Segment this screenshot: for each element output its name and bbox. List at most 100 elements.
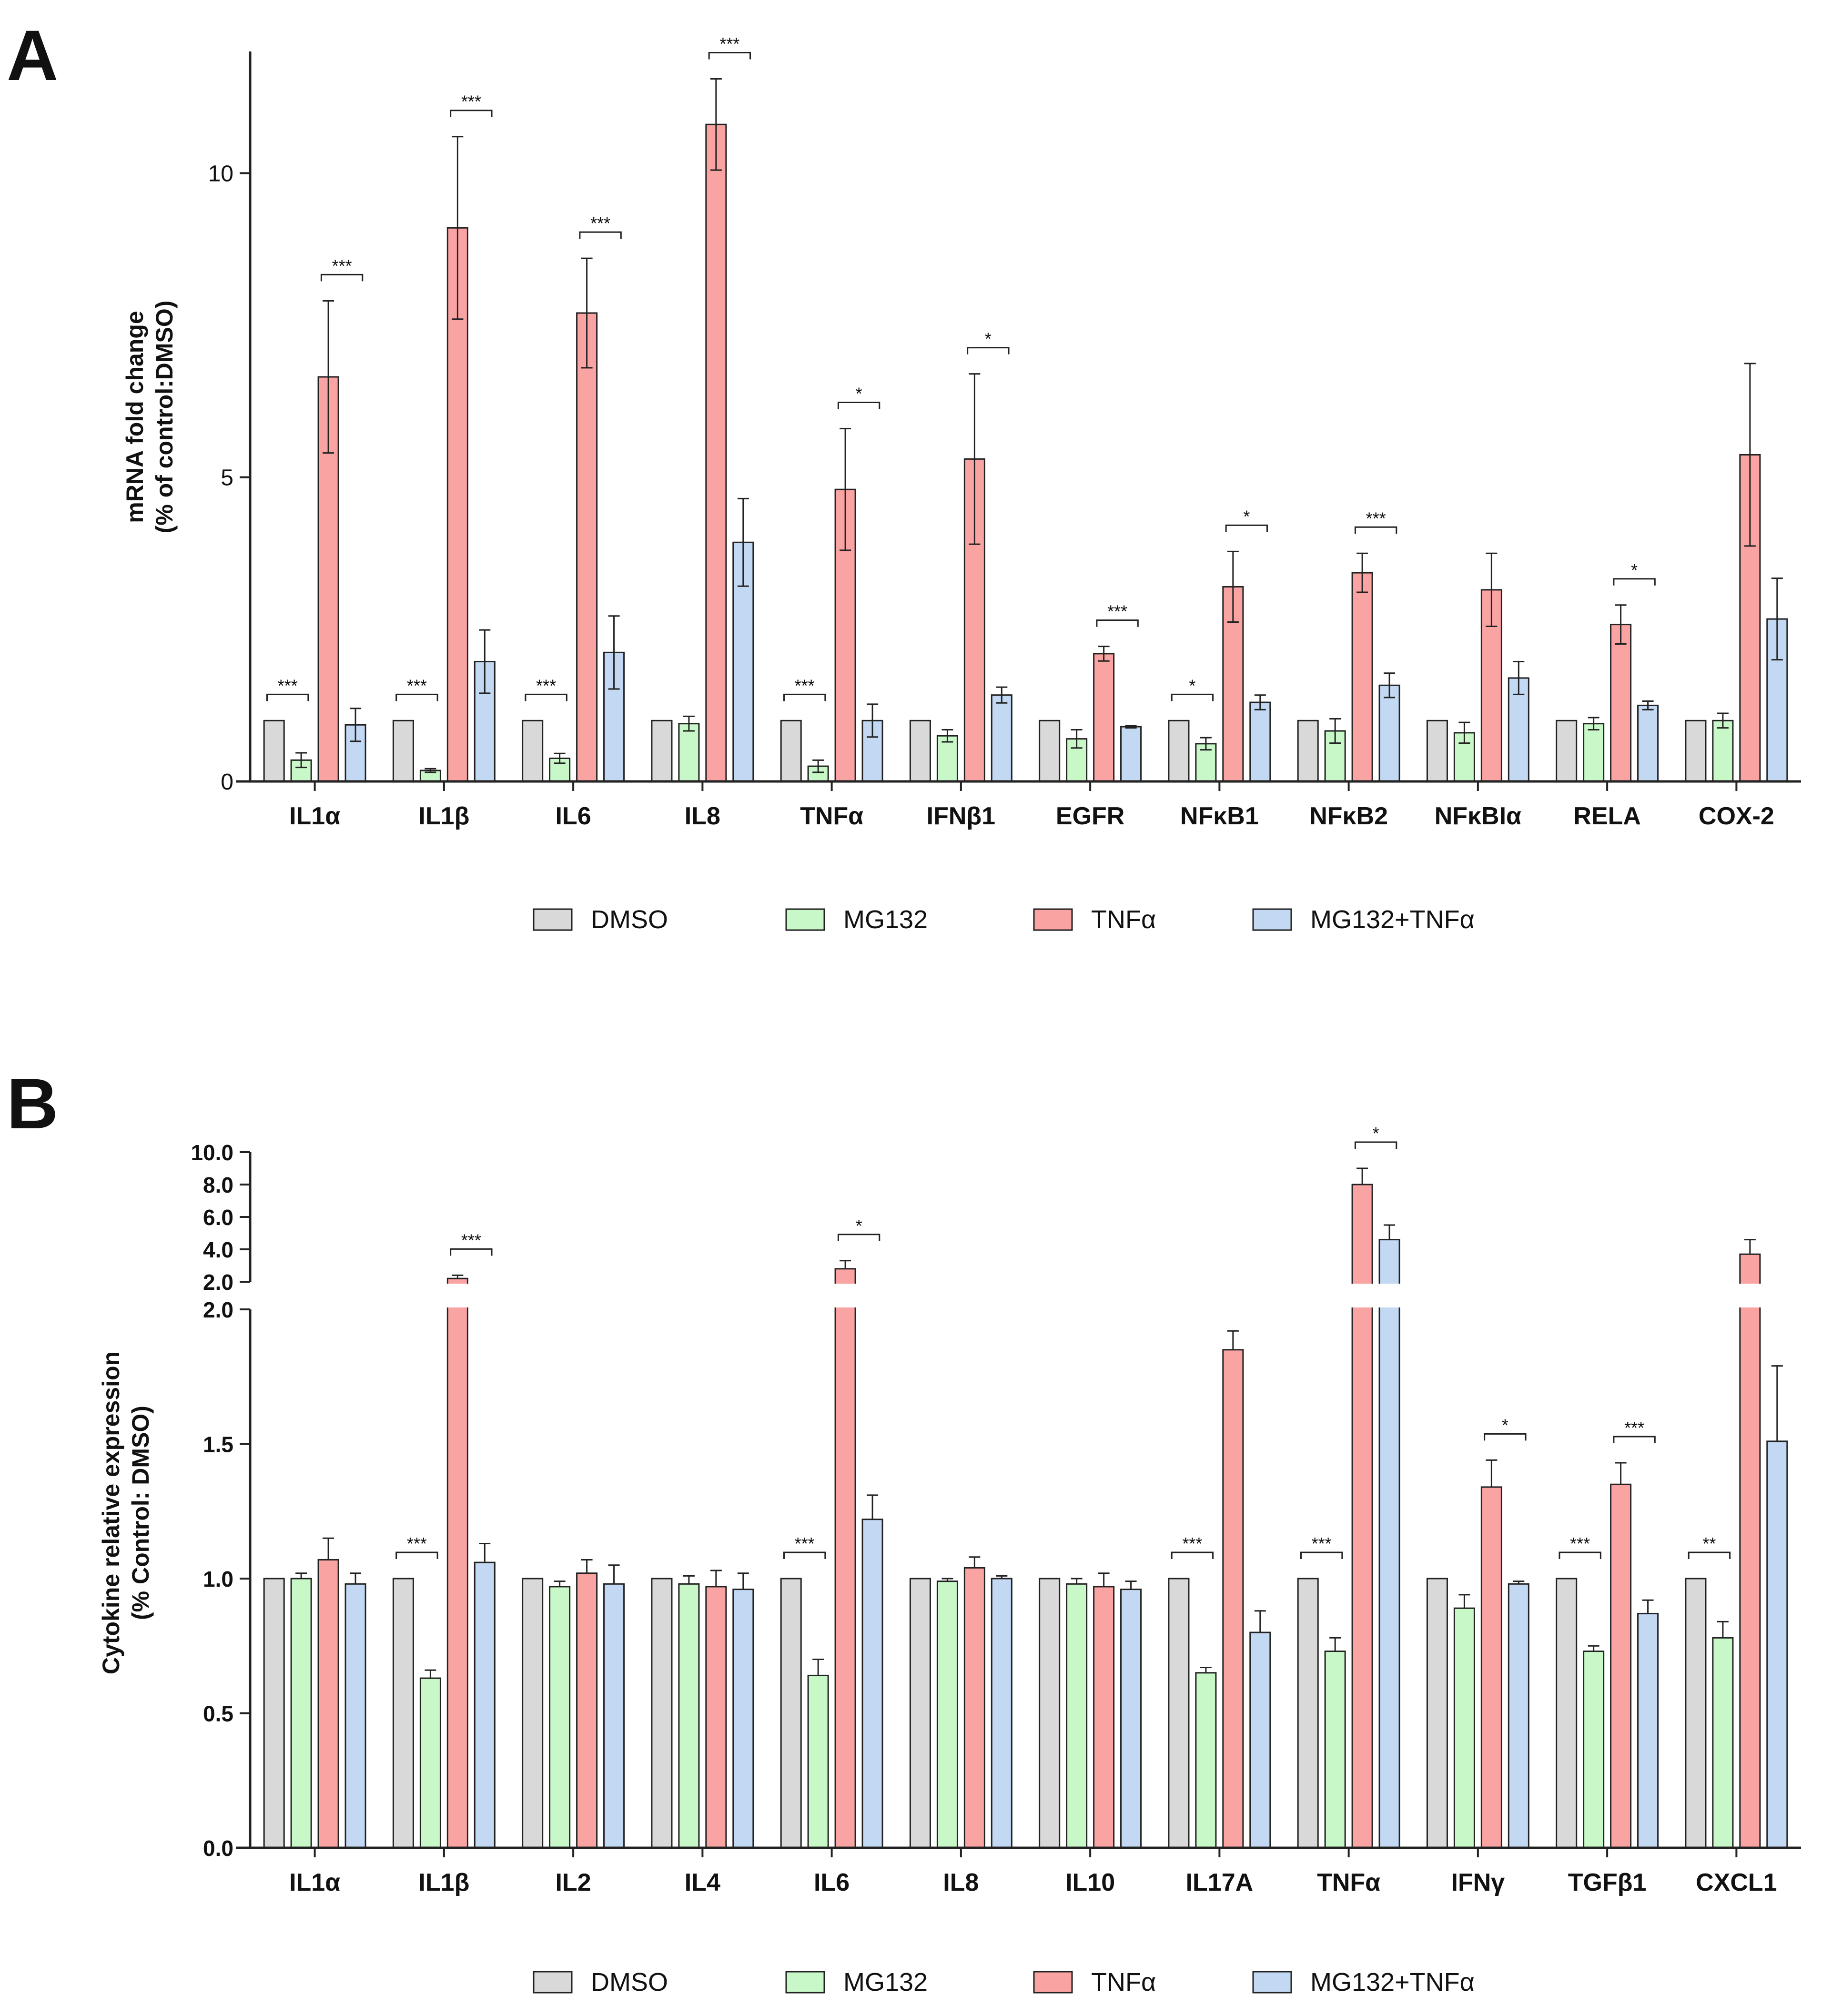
category-label: IL1β (418, 802, 469, 830)
bar-mg132-tnfa (1637, 1612, 1659, 1849)
category-label: COX-2 (1699, 802, 1774, 830)
category-label: NFκB2 (1309, 802, 1388, 830)
category-label: IL8 (685, 802, 720, 830)
bar-dmso (651, 719, 673, 782)
bar-tnfa (1222, 1349, 1244, 1849)
y-axis-label-line2: (% Control: DMSO) (127, 1406, 154, 1620)
significance-bracket (967, 347, 1010, 355)
bar-tnfa (963, 1567, 985, 1849)
y-tick-label: 10.0 (191, 1140, 233, 1165)
legend-label-tnfa: TNFα (1091, 905, 1156, 934)
significance-label: ** (1702, 1534, 1716, 1553)
significance-label: *** (536, 676, 556, 695)
legend-swatch-mg132 (785, 908, 825, 931)
y-tick-label: 1.5 (203, 1432, 233, 1457)
bar-mg132 (419, 1677, 441, 1849)
category-label: IL4 (685, 1869, 720, 1896)
legend-label-mg132: MG132 (843, 1968, 928, 1996)
bar-mg132 (1324, 1651, 1346, 1849)
significance-bracket (1613, 1436, 1656, 1444)
legend-label-mg132-tnfa: MG132+TNFα (1310, 905, 1475, 934)
bar-dmso (1039, 719, 1061, 782)
legend-swatch-mg132 (785, 1971, 825, 1994)
legend-b: DMSO MG132 TNFα MG132+TNFα (533, 1968, 1475, 1996)
bar-mg132-tnfa (1378, 1239, 1400, 1849)
category-label: NFκBIα (1435, 802, 1521, 830)
bar-tnfa (446, 1277, 468, 1849)
legend-label-mg132: MG132 (843, 905, 928, 934)
bar-mg132-tnfa (1249, 1631, 1271, 1849)
significance-label: * (1243, 507, 1250, 526)
bar-mg132-tnfa (1120, 1589, 1142, 1849)
bar-mg132-tnfa (1637, 704, 1659, 782)
category-label: IFNβ1 (927, 802, 995, 830)
legend-label-dmso: DMSO (591, 905, 668, 934)
panel-b-chart: 0.0 0.5 1.0 1.5 2.02.0 4.0 6.0 8.0 10.0 Cytokine … (98, 1124, 1802, 1896)
significance-bracket (1613, 578, 1656, 586)
legend-swatch-mg132-tnfa (1252, 1971, 1292, 1994)
y-axis-label-line2: (% of control:DMSO) (151, 301, 178, 534)
significance-bracket (1300, 1551, 1343, 1559)
significance-label: *** (461, 92, 481, 111)
significance-bracket (1484, 1433, 1527, 1441)
y-tick-label: 1.0 (203, 1567, 233, 1591)
significance-bracket (395, 1551, 438, 1559)
significance-label: *** (1312, 1534, 1332, 1553)
y-tick-label: 2.0 (203, 1270, 233, 1295)
significance-bracket (708, 51, 751, 60)
bar-mg132 (290, 1578, 312, 1849)
significance-bracket (783, 1551, 826, 1559)
y-tick-label: 4.0 (203, 1237, 233, 1262)
significance-label: *** (1366, 508, 1386, 528)
bar-dmso (392, 1578, 414, 1849)
bar-dmso (780, 719, 802, 782)
y-tick-label: 2.0 (203, 1297, 233, 1322)
bar-dmso (1168, 719, 1190, 782)
bar-mg132 (936, 1580, 958, 1849)
significance-label: * (1189, 676, 1195, 695)
y-tick-label: 0.0 (203, 1836, 233, 1861)
bar-mg132 (678, 1583, 700, 1849)
category-label: IL2 (556, 1869, 591, 1896)
bar-dmso (263, 719, 285, 782)
legend-swatch-dmso (533, 908, 573, 931)
bar-tnfa (576, 1572, 598, 1849)
legend-label-mg132-tnfa: MG132+TNFα (1310, 1968, 1475, 1996)
legend-a: DMSO MG132 TNFα MG132+TNFα (533, 905, 1475, 934)
significance-label: * (985, 329, 992, 349)
bar-mg132-tnfa (861, 1519, 883, 1849)
category-label: TGFβ1 (1568, 1869, 1647, 1896)
bar-mg132 (1066, 1583, 1088, 1849)
bar-dmso (392, 719, 414, 782)
significance-bracket (579, 231, 622, 239)
bar-dmso (522, 1578, 544, 1849)
significance-bracket (450, 1248, 493, 1256)
y-tick-label: 6.0 (203, 1205, 233, 1230)
category-label: CXCL1 (1696, 1869, 1777, 1896)
significance-label: *** (332, 256, 352, 275)
bar-mg132-tnfa (1378, 684, 1400, 782)
significance-label: *** (1107, 602, 1127, 621)
bar-tnfa (1610, 1483, 1632, 1849)
bar-tnfa (705, 1586, 727, 1849)
panel-a-label: A (7, 15, 59, 95)
category-label: IL17A (1186, 1869, 1254, 1896)
legend-swatch-mg132-tnfa (1252, 908, 1292, 931)
bar-tnfa (1093, 653, 1115, 782)
bar-dmso (1039, 1578, 1061, 1849)
bar-mg132 (1583, 723, 1605, 782)
significance-label: * (1373, 1124, 1379, 1143)
category-label: TNFα (800, 802, 863, 830)
category-label: IL6 (814, 1869, 850, 1896)
bar-mg132-tnfa (603, 1583, 625, 1849)
bar-dmso (263, 1578, 285, 1849)
bar-mg132-tnfa (1249, 701, 1271, 782)
bar-mg132-tnfa (1766, 1440, 1788, 1849)
legend-label-dmso: DMSO (591, 1968, 668, 1996)
bar-tnfa (1610, 624, 1632, 782)
bar-mg132-tnfa (991, 694, 1012, 782)
bar-mg132 (549, 1586, 571, 1849)
significance-label: *** (590, 213, 610, 233)
significance-label: * (856, 1216, 862, 1236)
